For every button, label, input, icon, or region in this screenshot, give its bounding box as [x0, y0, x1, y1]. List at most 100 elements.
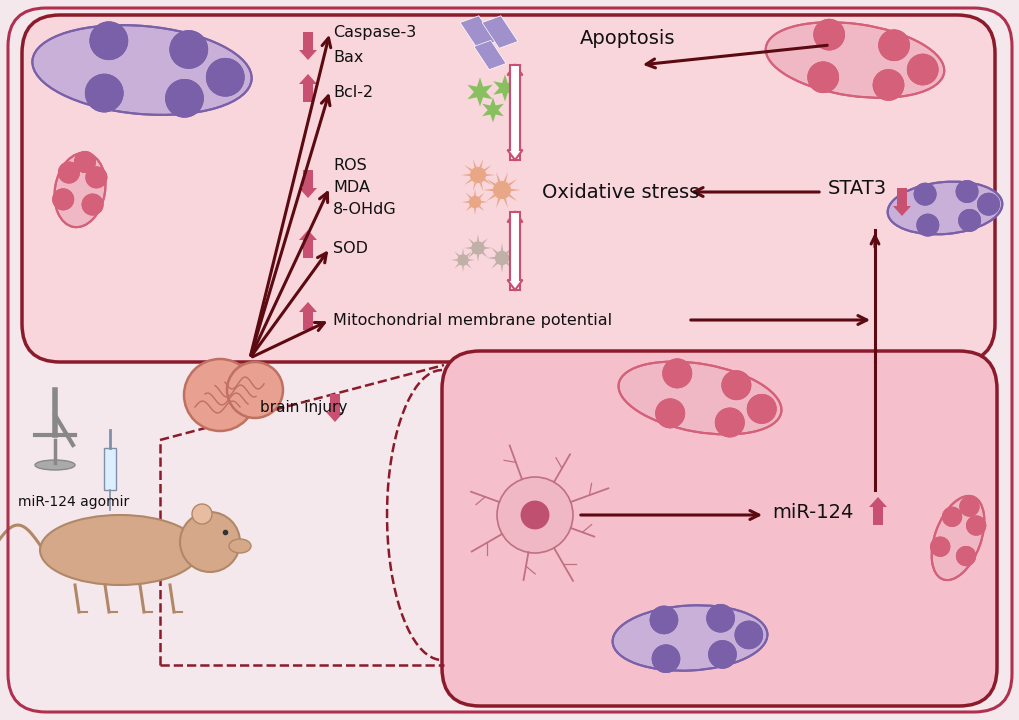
- Polygon shape: [466, 264, 471, 269]
- Polygon shape: [474, 40, 505, 70]
- Polygon shape: [483, 179, 491, 185]
- Polygon shape: [503, 198, 507, 208]
- Polygon shape: [485, 174, 494, 176]
- Polygon shape: [483, 189, 493, 192]
- Polygon shape: [484, 247, 491, 249]
- Text: Bax: Bax: [332, 50, 363, 65]
- Circle shape: [82, 194, 104, 215]
- Polygon shape: [466, 193, 471, 199]
- Circle shape: [746, 394, 775, 424]
- Text: miR-124 agomir: miR-124 agomir: [18, 495, 129, 509]
- Text: SOD: SOD: [332, 240, 368, 256]
- Circle shape: [206, 58, 245, 96]
- Polygon shape: [508, 257, 517, 259]
- Polygon shape: [450, 259, 458, 261]
- Circle shape: [169, 30, 208, 69]
- Circle shape: [707, 640, 736, 669]
- Circle shape: [872, 69, 904, 101]
- Polygon shape: [474, 189, 476, 196]
- Ellipse shape: [54, 153, 105, 228]
- Circle shape: [705, 604, 734, 633]
- Ellipse shape: [887, 181, 1002, 235]
- Circle shape: [959, 497, 978, 517]
- Text: Bcl-2: Bcl-2: [332, 84, 373, 99]
- Ellipse shape: [229, 539, 251, 553]
- Circle shape: [959, 497, 978, 517]
- Circle shape: [179, 512, 239, 572]
- Text: ROS: ROS: [332, 158, 367, 173]
- Circle shape: [955, 180, 977, 203]
- Circle shape: [183, 359, 256, 431]
- Circle shape: [877, 30, 909, 61]
- Polygon shape: [454, 264, 460, 269]
- Polygon shape: [481, 238, 487, 244]
- Circle shape: [915, 214, 938, 237]
- Circle shape: [73, 151, 96, 173]
- Circle shape: [941, 507, 961, 527]
- Ellipse shape: [897, 189, 991, 227]
- Ellipse shape: [618, 361, 781, 434]
- Ellipse shape: [765, 22, 944, 98]
- Ellipse shape: [930, 496, 983, 580]
- Circle shape: [705, 604, 734, 633]
- Circle shape: [965, 516, 985, 536]
- Polygon shape: [466, 251, 471, 257]
- Polygon shape: [468, 238, 474, 244]
- Ellipse shape: [937, 503, 977, 572]
- Circle shape: [85, 73, 123, 112]
- Ellipse shape: [40, 515, 200, 585]
- Polygon shape: [472, 159, 476, 168]
- Circle shape: [955, 546, 975, 566]
- Circle shape: [471, 241, 484, 255]
- FancyArrow shape: [507, 65, 522, 160]
- Polygon shape: [500, 243, 502, 251]
- Circle shape: [58, 161, 79, 184]
- Polygon shape: [466, 205, 471, 211]
- FancyArrow shape: [299, 230, 317, 258]
- Polygon shape: [486, 179, 495, 186]
- Text: Apoptosis: Apoptosis: [580, 29, 675, 48]
- Text: Oxidative stress: Oxidative stress: [541, 182, 699, 202]
- Polygon shape: [454, 251, 460, 257]
- Circle shape: [872, 69, 904, 101]
- Circle shape: [906, 54, 937, 86]
- Ellipse shape: [61, 160, 99, 220]
- Polygon shape: [477, 254, 479, 262]
- Text: miR-124: miR-124: [771, 503, 853, 521]
- Bar: [104, 448, 116, 490]
- Polygon shape: [464, 247, 471, 249]
- Circle shape: [192, 504, 212, 524]
- Circle shape: [806, 61, 839, 93]
- Circle shape: [86, 166, 107, 189]
- Polygon shape: [505, 262, 513, 269]
- Polygon shape: [461, 174, 470, 176]
- FancyArrow shape: [507, 65, 522, 160]
- Ellipse shape: [612, 606, 766, 671]
- Polygon shape: [468, 259, 475, 261]
- Polygon shape: [462, 248, 464, 255]
- Polygon shape: [479, 159, 483, 168]
- Polygon shape: [474, 208, 476, 215]
- Circle shape: [651, 644, 680, 673]
- Polygon shape: [481, 252, 487, 258]
- Circle shape: [85, 73, 123, 112]
- Ellipse shape: [33, 25, 252, 115]
- Polygon shape: [479, 182, 483, 192]
- Circle shape: [649, 606, 678, 634]
- Circle shape: [496, 477, 573, 553]
- Circle shape: [52, 189, 74, 210]
- FancyArrow shape: [299, 302, 317, 330]
- Text: 8-OHdG: 8-OHdG: [332, 202, 396, 217]
- Polygon shape: [482, 97, 503, 122]
- Polygon shape: [500, 265, 502, 273]
- Ellipse shape: [781, 32, 927, 88]
- Polygon shape: [495, 198, 500, 208]
- Circle shape: [470, 167, 486, 183]
- Circle shape: [734, 621, 762, 649]
- Polygon shape: [495, 172, 500, 182]
- Polygon shape: [462, 201, 469, 203]
- Circle shape: [492, 181, 511, 199]
- Polygon shape: [491, 248, 497, 254]
- Polygon shape: [503, 172, 507, 182]
- Circle shape: [877, 30, 909, 61]
